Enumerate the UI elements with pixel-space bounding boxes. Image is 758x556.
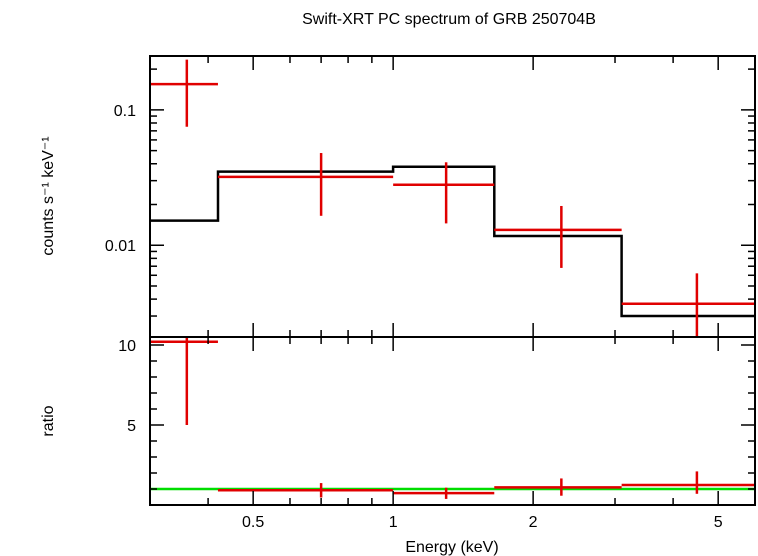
bottom-panel-frame [149,336,756,506]
x-tick-label: 2 [529,514,538,531]
data-point [150,59,218,127]
data-point [217,153,394,216]
data-points-layer [150,59,755,337]
y-tick-label: 0.01 [105,238,136,255]
top-ylabel: counts s⁻¹ keV⁻¹ [40,136,57,255]
top-axis-ticks: 0.1 0.01 [105,56,756,337]
model-step-line [150,165,755,318]
top-panel-frame [149,55,756,338]
ratio-point [150,337,218,425]
bottom-axis-ticks: 0.5 1 2 5 5 10 [118,337,756,531]
bottom-panel: 0.5 1 2 5 5 10 ratio Energy (keV) [40,336,756,556]
x-axis-label: Energy (keV) [405,539,498,556]
y-tick-label: 10 [118,338,136,355]
y-tick-label: 0.1 [114,103,136,120]
bottom-ylabel: ratio [40,405,57,436]
ratio-point [393,487,495,499]
ratio-point [494,478,622,496]
data-point [621,273,755,337]
y-tick-label: 5 [127,418,136,435]
top-panel: 0.1 0.01 counts s⁻¹ keV⁻¹ [40,55,756,338]
x-tick-label: 0.5 [242,514,264,531]
x-tick-label: 5 [714,514,723,531]
data-point [494,205,622,268]
x-tick-label: 1 [389,514,398,531]
ratio-point [621,471,755,494]
ratio-points-layer [150,337,755,499]
data-point [393,162,495,224]
model-step-path [150,165,755,318]
chart-title: Swift-XRT PC spectrum of GRB 250704B [302,11,596,28]
ratio-point [217,483,394,498]
